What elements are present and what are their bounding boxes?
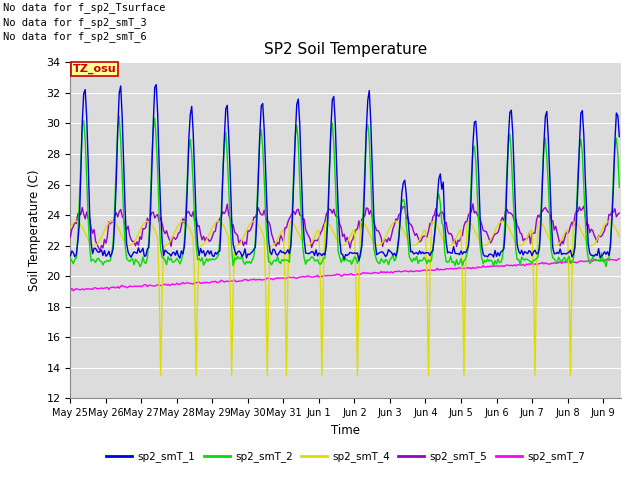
Legend: sp2_smT_1, sp2_smT_2, sp2_smT_4, sp2_smT_5, sp2_smT_7: sp2_smT_1, sp2_smT_2, sp2_smT_4, sp2_smT… (102, 447, 589, 467)
X-axis label: Time: Time (331, 424, 360, 437)
Text: No data for f_sp2_smT_3: No data for f_sp2_smT_3 (3, 17, 147, 28)
Title: SP2 Soil Temperature: SP2 Soil Temperature (264, 42, 428, 57)
Y-axis label: Soil Temperature (C): Soil Temperature (C) (28, 169, 41, 291)
Text: No data for f_sp2_smT_6: No data for f_sp2_smT_6 (3, 31, 147, 42)
Text: TZ_osu: TZ_osu (73, 64, 116, 74)
Text: No data for f_sp2_Tsurface: No data for f_sp2_Tsurface (3, 2, 166, 13)
